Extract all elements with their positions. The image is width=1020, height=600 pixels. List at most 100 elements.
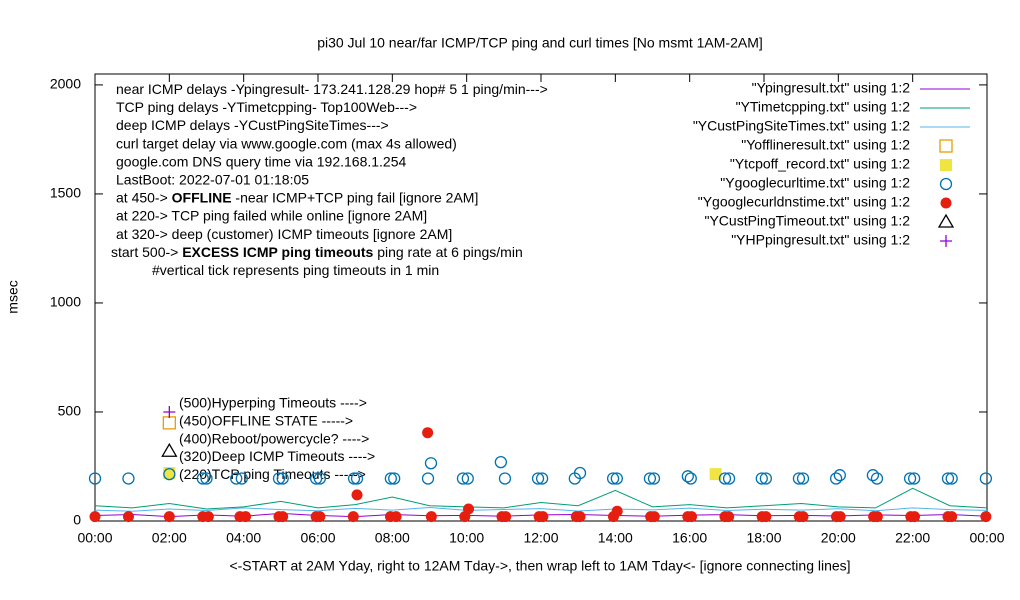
point <box>759 472 773 485</box>
key-note: at 450-> OFFLINE -near ICMP+TCP ping fai… <box>116 189 478 205</box>
key-note: at 220-> TCP ping failed while online [i… <box>116 207 427 223</box>
point <box>760 511 772 523</box>
point <box>945 472 958 485</box>
point <box>425 511 437 523</box>
key-note-part: LastBoot: 2022-07-01 01:18:05 <box>116 171 309 187</box>
point <box>272 472 286 485</box>
x-tick-label: 00:00 <box>969 530 1004 546</box>
point <box>535 472 549 485</box>
point <box>573 466 587 480</box>
point <box>162 416 176 430</box>
point <box>494 455 508 469</box>
point <box>456 472 470 485</box>
point <box>388 472 401 485</box>
point <box>946 511 958 523</box>
x-tick-label: 10:00 <box>449 530 484 546</box>
point <box>350 472 364 485</box>
x-tick-label: 08:00 <box>375 530 410 546</box>
legend-label: "YHPpingresult.txt" using 1:2 <box>731 232 910 248</box>
key-note: LastBoot: 2022-07-01 01:18:05 <box>116 171 309 187</box>
point <box>979 472 993 485</box>
legend-label: "YCustPingSiteTimes.txt" using 1:2 <box>693 118 910 134</box>
y-tick-label: 2000 <box>50 76 81 92</box>
point <box>122 472 135 485</box>
point <box>648 511 660 523</box>
point <box>122 511 134 523</box>
point <box>647 472 661 485</box>
point <box>196 472 209 485</box>
point <box>500 511 512 523</box>
legend-label: "Ytcpoff_record.txt" using 1:2 <box>730 156 910 172</box>
legend-label: "YCustPingTimeout.txt" using 1:2 <box>704 213 910 229</box>
key-note-part: at 320-> deep (customer) ICMP timeouts [… <box>116 226 452 242</box>
annotation: (220)TCP ping Timeouts -----> <box>179 466 366 482</box>
point <box>463 503 475 515</box>
key-note: at 320-> deep (customer) ICMP timeouts [… <box>116 226 452 242</box>
point <box>461 472 474 485</box>
point <box>163 405 176 418</box>
chart-title: pi30 Jul 10 near/far ICMP/TCP ping and c… <box>317 35 763 51</box>
annotation: (320)Deep ICMP Timeouts ----> <box>179 448 375 464</box>
point <box>941 472 955 485</box>
point <box>709 468 722 481</box>
point <box>421 472 435 485</box>
point <box>871 511 883 523</box>
point <box>574 511 586 523</box>
key-note-part: near ICMP delays -Ypingresult- 173.241.1… <box>116 81 548 97</box>
point <box>684 472 697 485</box>
point <box>200 472 213 485</box>
point <box>537 511 549 523</box>
key-note-part: at 220-> TCP ping failed while online [i… <box>116 207 427 223</box>
point <box>235 472 248 485</box>
point <box>202 511 214 523</box>
key-note: start 500-> EXCESS ICMP ping timeouts pi… <box>111 244 523 260</box>
point <box>610 472 623 485</box>
point <box>230 472 243 485</box>
x-axis-label: <-START at 2AM Yday, right to 12AM Tday-… <box>229 558 850 574</box>
y-tick-label: 500 <box>58 403 82 419</box>
point <box>351 489 363 501</box>
key-note: google.com DNS query time via 192.168.1.… <box>116 153 406 169</box>
point <box>161 442 178 457</box>
point <box>276 472 289 485</box>
key-note-part: EXCESS ICMP ping timeouts <box>182 244 373 260</box>
key-note: curl target delay via www.google.com (ma… <box>116 135 457 151</box>
point <box>163 467 176 481</box>
annotation: (500)Hyperping Timeouts ----> <box>179 395 367 411</box>
point <box>309 472 323 485</box>
key-note-part: -near ICMP+TCP ping fail [ignore 2AM] <box>232 189 479 205</box>
point <box>611 505 623 517</box>
x-tick-label: 18:00 <box>746 530 781 546</box>
key-note-part: TCP ping delays -YTimetcpping- Top100Web… <box>116 99 417 115</box>
x-tick-label: 04:00 <box>226 530 261 546</box>
y-tick-label: 1000 <box>50 294 81 310</box>
legend-swatch <box>937 213 955 228</box>
legend-label: "Ygooglecurltime.txt" using 1:2 <box>720 175 910 191</box>
point <box>686 511 698 523</box>
key-note: #vertical tick represents ping timeouts … <box>152 262 439 278</box>
point <box>89 511 101 523</box>
legend-label: "YTimetcpping.txt" using 1:2 <box>736 99 911 115</box>
point <box>277 511 289 523</box>
legend-label: "Yofflineresult.txt" using 1:2 <box>741 137 910 153</box>
point <box>834 511 846 523</box>
point <box>908 472 921 485</box>
x-tick-label: 12:00 <box>523 530 558 546</box>
key-note-part: google.com DNS query time via 192.168.1.… <box>116 153 406 169</box>
point <box>384 472 397 485</box>
point <box>424 457 438 470</box>
key-note-part: #vertical tick represents ping timeouts … <box>152 262 439 278</box>
point <box>313 472 327 485</box>
legend-swatch <box>939 139 953 153</box>
key-note-part: ping rate at 6 pings/min <box>373 244 522 260</box>
point <box>88 472 102 485</box>
legend-swatch <box>940 197 952 209</box>
series-line <box>94 487 988 510</box>
legend-swatch <box>940 235 952 247</box>
key-note-part: deep ICMP delays -YCustPingSiteTimes---> <box>116 117 389 133</box>
point <box>643 472 657 485</box>
key-note-part: OFFLINE <box>172 189 232 205</box>
point <box>681 470 694 483</box>
legend-swatch <box>940 159 952 171</box>
